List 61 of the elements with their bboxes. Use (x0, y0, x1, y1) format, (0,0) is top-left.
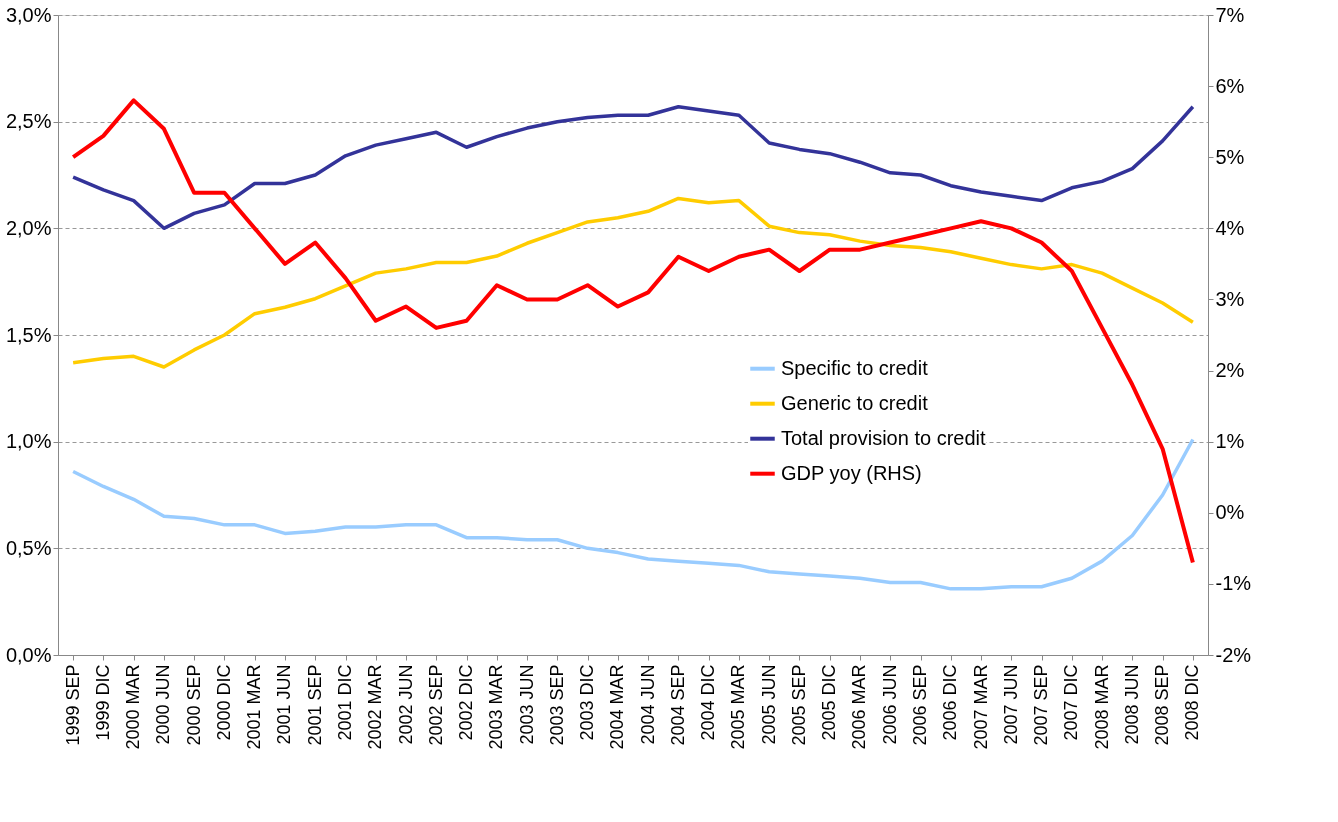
x-tick-label: 2008 DIC (1182, 664, 1203, 741)
x-tick-label: 2005 MAR (728, 664, 749, 750)
x-tick-label: 2004 SEP (667, 664, 688, 746)
x-tick-label: 2003 DIC (577, 664, 598, 741)
x-tick-label: 2008 JUN (1121, 664, 1142, 745)
x-tick-label: 2000 DIC (213, 664, 234, 741)
x-tick-label: 2002 SEP (425, 664, 446, 746)
y2-tick-label: 3% (1215, 287, 1245, 310)
y2-tick-label: -2% (1215, 643, 1252, 666)
x-tick-label: 2007 SEP (1031, 664, 1052, 746)
x-tick-label: 1999 SEP (62, 664, 83, 746)
legend-label: Total provision to credit (781, 426, 986, 449)
legend-label: Generic to credit (781, 391, 929, 414)
line-series (71, 98, 1195, 565)
x-tick-label: 2006 DIC (940, 664, 961, 741)
x-tick-label: 2005 DIC (819, 664, 840, 741)
y-tick-label: 1,0% (5, 430, 52, 453)
x-tick-label: 2000 SEP (183, 664, 204, 746)
x-tick-label: 2003 SEP (546, 664, 567, 746)
y2-tick-label: 0% (1215, 501, 1245, 524)
x-tick-label: 2006 SEP (910, 664, 930, 746)
x-tick-label: 2004 JUN (637, 664, 658, 745)
x-tick-label: 2007 MAR (970, 664, 991, 750)
x-tick-label: 2002 DIC (456, 664, 477, 741)
x-tick-label: 2007 JUN (1000, 664, 1021, 745)
x-tick-label: 2002 MAR (365, 664, 386, 750)
x-tick-label: 2006 MAR (849, 664, 870, 750)
y2-tick-label: 1% (1215, 430, 1245, 453)
y-tick-label: 1,5% (5, 323, 52, 346)
x-tick-label: 2005 SEP (788, 664, 809, 746)
x-tick-label: 2007 DIC (1061, 664, 1082, 741)
legend-label: GDP yoy (RHS) (781, 461, 922, 484)
x-tick-label: 2008 SEP (1152, 664, 1173, 746)
y-tick-label: 0,5% (5, 536, 52, 559)
x-tick-label: 2006 JUN (879, 664, 900, 745)
x-tick-label: 2004 DIC (698, 664, 719, 741)
y2-tick-label: 7% (1215, 3, 1245, 26)
y-tick-label: 3,0% (5, 3, 52, 26)
x-tick-label: 2008 MAR (1091, 664, 1112, 750)
y-tick-label: 0,0% (5, 643, 52, 666)
x-tick-label: 2005 JUN (758, 664, 779, 745)
y-tick-label: 2,5% (5, 110, 52, 133)
x-tick-label: 2001 MAR (244, 664, 265, 750)
line-series (71, 104, 1195, 231)
x-tick-label: 2002 JUN (395, 664, 416, 745)
y2-tick-label: 5% (1215, 145, 1245, 168)
x-tick-label: 2001 DIC (335, 664, 355, 741)
y2-tick-label: -1% (1215, 572, 1252, 595)
y2-tick-label: 2% (1215, 359, 1245, 382)
x-tick-label: 2003 MAR (486, 664, 507, 750)
y-tick-label: 2,0% (5, 216, 52, 239)
x-tick-label: 2003 JUN (516, 664, 537, 745)
y2-tick-label: 6% (1215, 74, 1245, 97)
y2-tick-label: 4% (1215, 216, 1245, 239)
x-tick-label: 2001 JUN (274, 664, 295, 745)
x-tick-label: 2004 MAR (607, 664, 628, 750)
x-tick-label: 1999 DIC (92, 664, 113, 741)
legend-label: Specific to credit (781, 356, 929, 379)
x-tick-label: 2000 JUN (153, 664, 174, 745)
x-tick-label: 2000 MAR (123, 664, 144, 750)
x-tick-label: 2001 SEP (304, 664, 325, 746)
